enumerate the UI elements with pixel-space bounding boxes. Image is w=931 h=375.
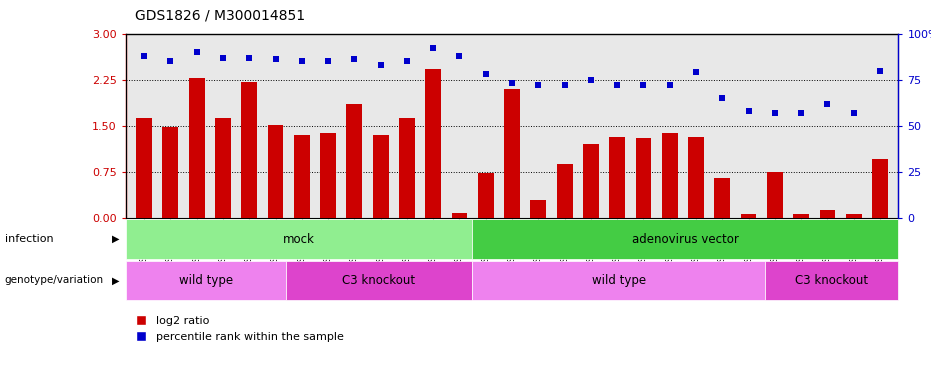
Bar xyxy=(846,214,861,217)
Bar xyxy=(372,135,388,218)
Bar xyxy=(320,133,336,218)
Point xyxy=(820,100,835,106)
Bar xyxy=(636,138,652,218)
Bar xyxy=(531,200,546,217)
Point xyxy=(452,53,467,59)
Bar xyxy=(294,135,310,218)
Point xyxy=(715,95,730,101)
Bar xyxy=(425,69,441,218)
Point xyxy=(137,53,152,59)
Bar xyxy=(126,219,472,259)
Point xyxy=(872,68,887,74)
Bar xyxy=(557,164,573,218)
Bar xyxy=(163,127,178,218)
Text: wild type: wild type xyxy=(591,274,646,287)
Point xyxy=(846,110,861,116)
Bar xyxy=(662,133,678,218)
Bar xyxy=(793,214,809,217)
Point xyxy=(584,77,599,83)
Point xyxy=(294,58,309,64)
Point xyxy=(320,58,335,64)
Bar xyxy=(241,81,257,218)
Bar xyxy=(583,144,599,218)
Point xyxy=(505,80,519,86)
Text: genotype/variation: genotype/variation xyxy=(5,275,103,285)
Bar xyxy=(472,219,898,259)
Point xyxy=(794,110,809,116)
Text: GDS1826 / M300014851: GDS1826 / M300014851 xyxy=(135,9,305,22)
Bar xyxy=(688,136,704,218)
Legend: log2 ratio, percentile rank within the sample: log2 ratio, percentile rank within the s… xyxy=(131,311,348,347)
Bar xyxy=(136,118,152,218)
Point xyxy=(636,82,651,88)
Bar xyxy=(741,214,757,217)
Text: ▶: ▶ xyxy=(112,234,119,244)
Point xyxy=(268,57,283,63)
Bar xyxy=(767,172,783,217)
Point xyxy=(689,69,704,75)
Point xyxy=(610,82,625,88)
Point xyxy=(163,58,178,64)
Point xyxy=(531,82,546,88)
Point xyxy=(215,55,230,61)
Bar xyxy=(819,210,835,218)
Bar xyxy=(505,89,519,218)
Bar xyxy=(399,118,415,218)
Bar xyxy=(452,213,467,217)
Point xyxy=(479,71,493,77)
Bar xyxy=(346,104,362,218)
Point xyxy=(399,58,414,64)
Text: C3 knockout: C3 knockout xyxy=(343,274,415,287)
Point xyxy=(189,49,204,55)
Bar xyxy=(267,125,283,217)
Text: ▶: ▶ xyxy=(112,275,119,285)
Text: mock: mock xyxy=(283,232,315,246)
Bar xyxy=(478,173,493,217)
Point xyxy=(741,108,756,114)
Point xyxy=(425,45,440,51)
Bar xyxy=(286,261,472,300)
Bar xyxy=(126,261,286,300)
Text: C3 knockout: C3 knockout xyxy=(795,274,869,287)
Text: adenovirus vector: adenovirus vector xyxy=(632,232,738,246)
Point xyxy=(557,82,572,88)
Bar xyxy=(872,159,888,218)
Bar xyxy=(189,78,205,218)
Bar xyxy=(609,136,625,218)
Point xyxy=(242,55,257,61)
Text: wild type: wild type xyxy=(179,274,233,287)
Bar xyxy=(215,118,231,218)
Text: infection: infection xyxy=(5,234,53,244)
Point xyxy=(767,110,782,116)
Point xyxy=(662,82,677,88)
Point xyxy=(373,62,388,68)
Point xyxy=(347,57,362,63)
Bar xyxy=(714,178,730,218)
Bar xyxy=(765,261,898,300)
Bar xyxy=(472,261,765,300)
